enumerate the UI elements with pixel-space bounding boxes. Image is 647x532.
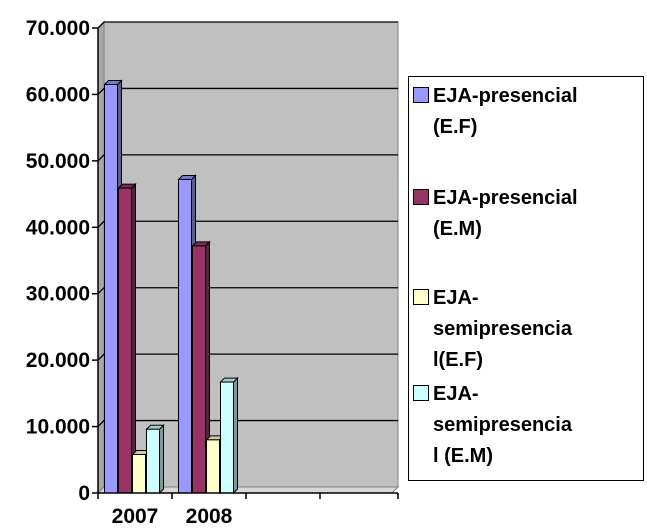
- y-tick-label: 10.000: [26, 416, 90, 439]
- bar: [117, 182, 137, 495]
- y-tick-label: 50.000: [26, 150, 90, 173]
- legend-label: EJA- semipresencia l(E.F): [433, 287, 572, 371]
- legend-swatch: [413, 87, 429, 103]
- y-tick-label: 60.000: [26, 83, 90, 106]
- x-tick-label: 2007: [112, 505, 159, 528]
- legend-item-eja-semipresencial-em: EJA- semipresencia l (E.M): [413, 379, 572, 472]
- bar-front: [206, 439, 220, 494]
- legend-swatch: [413, 189, 429, 205]
- bar: [219, 376, 239, 495]
- x-axis: 2007 2008: [97, 492, 399, 528]
- legend-item-eja-presencial-ef: EJA-presencial (E.F): [413, 81, 578, 143]
- bar-front: [220, 381, 234, 494]
- bar-front: [104, 83, 118, 494]
- legend-swatch: [413, 289, 429, 305]
- bar: [145, 424, 165, 495]
- bar-side: [159, 424, 164, 495]
- legend-label: EJA-presencial (E.F): [433, 85, 578, 138]
- bar-front: [178, 178, 192, 494]
- y-axis: 0 10.000 20.000 30.000 40.000 50.000 60.000 70.…: [26, 17, 99, 505]
- y-tick-label: 20.000: [26, 349, 90, 372]
- gridline: [97, 21, 398, 29]
- legend-item-eja-presencial-em: EJA-presencial (E.M): [413, 183, 578, 245]
- legend-item-eja-semipresencial-ef: EJA- semipresencia l(E.F): [413, 283, 572, 376]
- y-tick-label: 70.000: [26, 17, 90, 40]
- y-tick-label: 40.000: [26, 216, 90, 239]
- bar-side: [233, 376, 238, 495]
- legend-swatch: [413, 385, 429, 401]
- back-wall: [103, 21, 399, 488]
- legend-label: EJA- semipresencia l (E.M): [433, 383, 572, 467]
- plot-area: [96, 20, 400, 495]
- bar-front: [192, 245, 206, 494]
- bar-front: [146, 428, 160, 494]
- legend-label: EJA-presencial (E.M): [433, 187, 578, 240]
- legend: EJA-presencial (E.F) EJA-presencial (E.M…: [408, 76, 644, 481]
- y-tick-label: 30.000: [26, 283, 90, 306]
- bar-front: [132, 453, 146, 494]
- bar-side: [131, 182, 136, 495]
- x-tick-label: 2008: [186, 505, 233, 528]
- bar-front: [118, 187, 132, 494]
- y-tick-label: 0: [78, 482, 90, 505]
